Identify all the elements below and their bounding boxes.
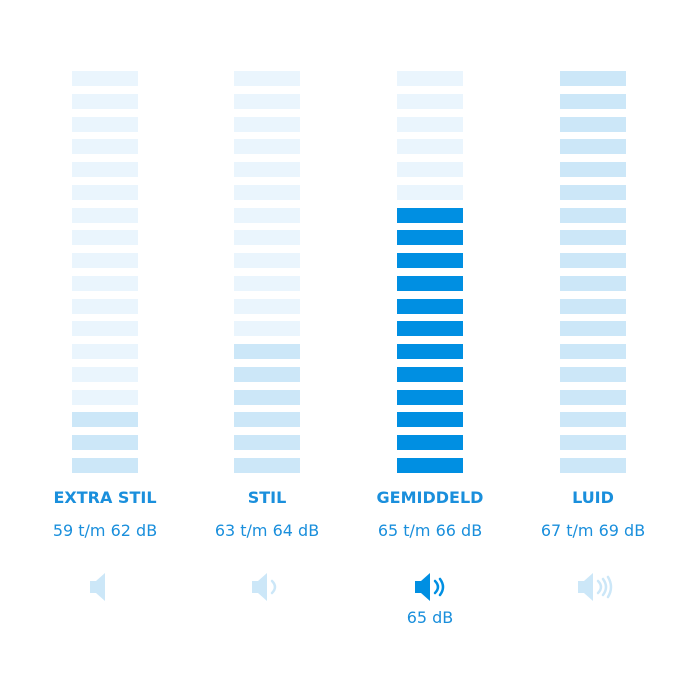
level-segment-empty [72, 71, 138, 86]
level-segment-filled [397, 230, 463, 246]
level-segment-filled [397, 344, 463, 359]
level-segment-empty [234, 139, 300, 155]
level-segment-filled [397, 275, 463, 291]
level-segment-empty [72, 344, 138, 359]
level-segment-empty [72, 230, 138, 246]
level-segment-filled [397, 457, 463, 473]
level-segment-empty [397, 184, 463, 200]
level-range: 65 t/m 66 dB [377, 521, 483, 540]
level-segment-filled [560, 321, 626, 337]
level-segment-filled [397, 389, 463, 405]
level-segment-filled [397, 366, 463, 382]
level-segment-filled [560, 207, 626, 223]
level-segment-empty [234, 93, 300, 109]
level-segment-filled [560, 116, 626, 132]
level-segment-filled [397, 435, 463, 450]
level-segment-empty [72, 93, 138, 109]
level-range: 59 t/m 62 dB [52, 521, 158, 540]
level-segment-empty [234, 71, 300, 86]
level-segment-empty [72, 162, 138, 177]
level-segment-empty [72, 184, 138, 200]
level-segment-empty [72, 139, 138, 155]
level-segment-filled [72, 435, 138, 450]
level-segment-empty [72, 275, 138, 291]
level-segment-filled [397, 321, 463, 337]
level-segment-filled [560, 184, 626, 200]
level-segment-filled [234, 366, 300, 382]
level-segment-empty [72, 366, 138, 382]
speaker-medium-icon [405, 570, 455, 604]
level-segment-filled [397, 253, 463, 268]
level-segment-empty [397, 116, 463, 132]
level-range: 63 t/m 64 dB [214, 521, 320, 540]
level-segment-filled [560, 298, 626, 314]
level-segment-filled [560, 275, 626, 291]
level-label: LUID [572, 488, 614, 507]
level-segment-empty [72, 116, 138, 132]
level-segment-filled [397, 412, 463, 428]
level-segment-empty [397, 71, 463, 86]
level-label: STIL [247, 488, 287, 507]
level-segment-empty [234, 298, 300, 314]
level-segment-empty [234, 275, 300, 291]
level-segment-empty [397, 93, 463, 109]
level-segment-filled [397, 298, 463, 314]
level-segment-filled [560, 230, 626, 246]
level-segment-empty [72, 389, 138, 405]
level-segment-empty [234, 162, 300, 177]
level-segment-filled [234, 344, 300, 359]
level-segment-filled [234, 389, 300, 405]
level-segment-filled [560, 139, 626, 155]
level-segment-empty [234, 184, 300, 200]
level-range: 67 t/m 69 dB [540, 521, 646, 540]
level-segment-filled [560, 344, 626, 359]
level-segment-filled [560, 253, 626, 268]
level-segment-empty [234, 116, 300, 132]
level-segment-filled [72, 412, 138, 428]
level-segment-empty [72, 253, 138, 268]
level-segment-filled [234, 457, 300, 473]
level-label: GEMIDDELD [376, 488, 484, 507]
current-level-value: 65 dB [406, 608, 454, 627]
level-segment-filled [560, 389, 626, 405]
level-segment-empty [72, 207, 138, 223]
level-segment-filled [560, 71, 626, 86]
level-segment-filled [560, 412, 626, 428]
speaker-mute-icon [80, 570, 130, 604]
level-segment-empty [234, 253, 300, 268]
level-segment-filled [397, 207, 463, 223]
level-segment-empty [234, 207, 300, 223]
level-segment-filled [560, 366, 626, 382]
level-segment-empty [72, 321, 138, 337]
level-segment-empty [234, 230, 300, 246]
level-label: EXTRA STIL [53, 488, 157, 507]
level-segment-filled [560, 162, 626, 177]
speaker-low-icon [242, 570, 292, 604]
level-segment-filled [234, 412, 300, 428]
level-segment-empty [397, 162, 463, 177]
level-segment-empty [397, 139, 463, 155]
level-segment-filled [560, 457, 626, 473]
level-segment-empty [72, 298, 138, 314]
level-segment-filled [234, 435, 300, 450]
level-segment-empty [234, 321, 300, 337]
speaker-high-icon [568, 570, 618, 604]
level-segment-filled [560, 435, 626, 450]
level-segment-filled [72, 457, 138, 473]
level-segment-filled [560, 93, 626, 109]
